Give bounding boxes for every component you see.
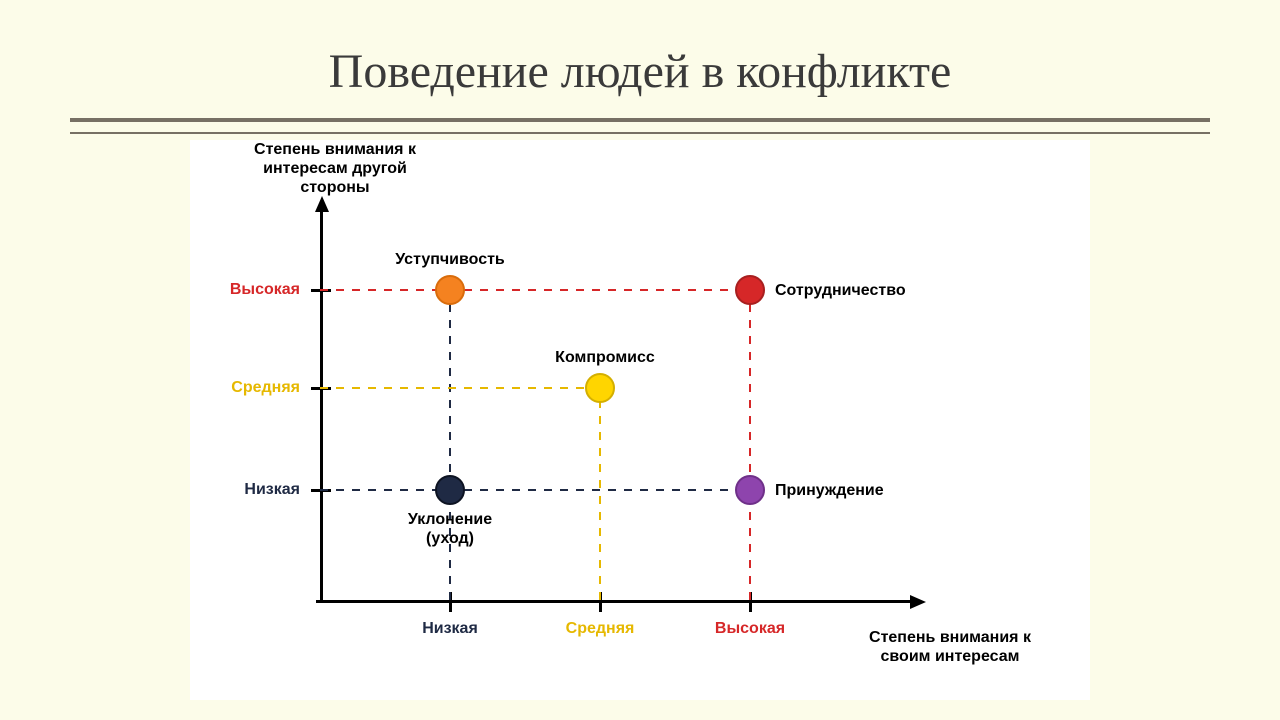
x-tick-label-mid: Средняя: [550, 620, 650, 638]
x-axis-title: Степень внимания к своим интересам: [850, 628, 1050, 666]
page-root: Поведение людей в конфликте: [0, 0, 1280, 720]
guideline-layer: [190, 140, 1090, 700]
label-accommodation: Уступчивость: [390, 250, 510, 269]
x-tick-label-low: Низкая: [400, 620, 500, 638]
x-tick-mid: [599, 592, 602, 612]
dot-accommodation: [435, 275, 465, 305]
y-axis-arrow-icon: [315, 196, 329, 212]
dot-competition: [735, 475, 765, 505]
label-avoidance: Уклонение (уход): [385, 510, 515, 548]
x-axis: [316, 600, 914, 603]
x-tick-high: [749, 592, 752, 612]
dot-avoidance: [435, 475, 465, 505]
y-tick-label-low: Низкая: [180, 481, 300, 499]
diagram-area: Уступчивость Сотрудничество Компромисс У…: [190, 140, 1090, 700]
y-axis-title: Степень внимания к интересам другой стор…: [240, 140, 430, 198]
label-compromise: Компромисс: [545, 348, 665, 367]
dot-compromise: [585, 373, 615, 403]
y-tick-label-high: Высокая: [180, 281, 300, 299]
x-axis-arrow-icon: [910, 595, 926, 609]
y-tick-high: [311, 289, 331, 292]
x-tick-label-high: Высокая: [700, 620, 800, 638]
x-tick-low: [449, 592, 452, 612]
title-underline: [70, 118, 1210, 134]
y-axis: [320, 210, 323, 602]
diagram-title: Поведение людей в конфликте: [0, 44, 1280, 99]
y-tick-low: [311, 489, 331, 492]
y-tick-label-mid: Средняя: [180, 379, 300, 397]
dot-collaboration: [735, 275, 765, 305]
label-competition: Принуждение: [775, 481, 884, 500]
label-collaboration: Сотрудничество: [775, 281, 906, 300]
y-tick-mid: [311, 387, 331, 390]
